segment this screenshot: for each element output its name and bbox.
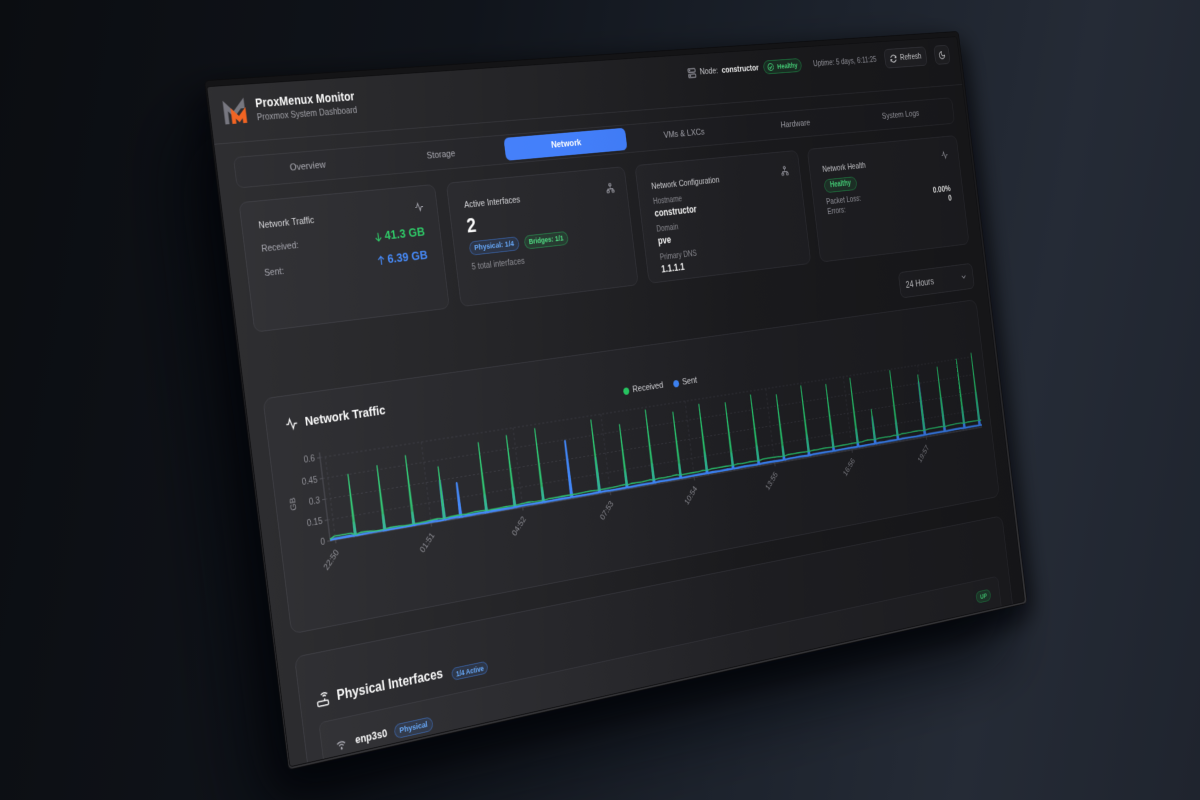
svg-text:04:52: 04:52 (510, 514, 527, 537)
svg-text:13:55: 13:55 (764, 470, 779, 492)
svg-text:19:57: 19:57 (916, 443, 930, 464)
svg-text:22:50: 22:50 (322, 547, 341, 571)
svg-text:0: 0 (320, 537, 326, 548)
svg-text:0.6: 0.6 (303, 453, 315, 465)
svg-text:10:54: 10:54 (683, 484, 699, 506)
svg-text:07:53: 07:53 (598, 499, 615, 522)
svg-text:GB: GB (288, 497, 299, 512)
svg-text:0.45: 0.45 (301, 474, 318, 487)
svg-text:16:56: 16:56 (842, 456, 857, 477)
svg-text:0.3: 0.3 (308, 495, 320, 507)
svg-text:01:51: 01:51 (418, 531, 436, 555)
svg-text:0.15: 0.15 (306, 516, 323, 529)
